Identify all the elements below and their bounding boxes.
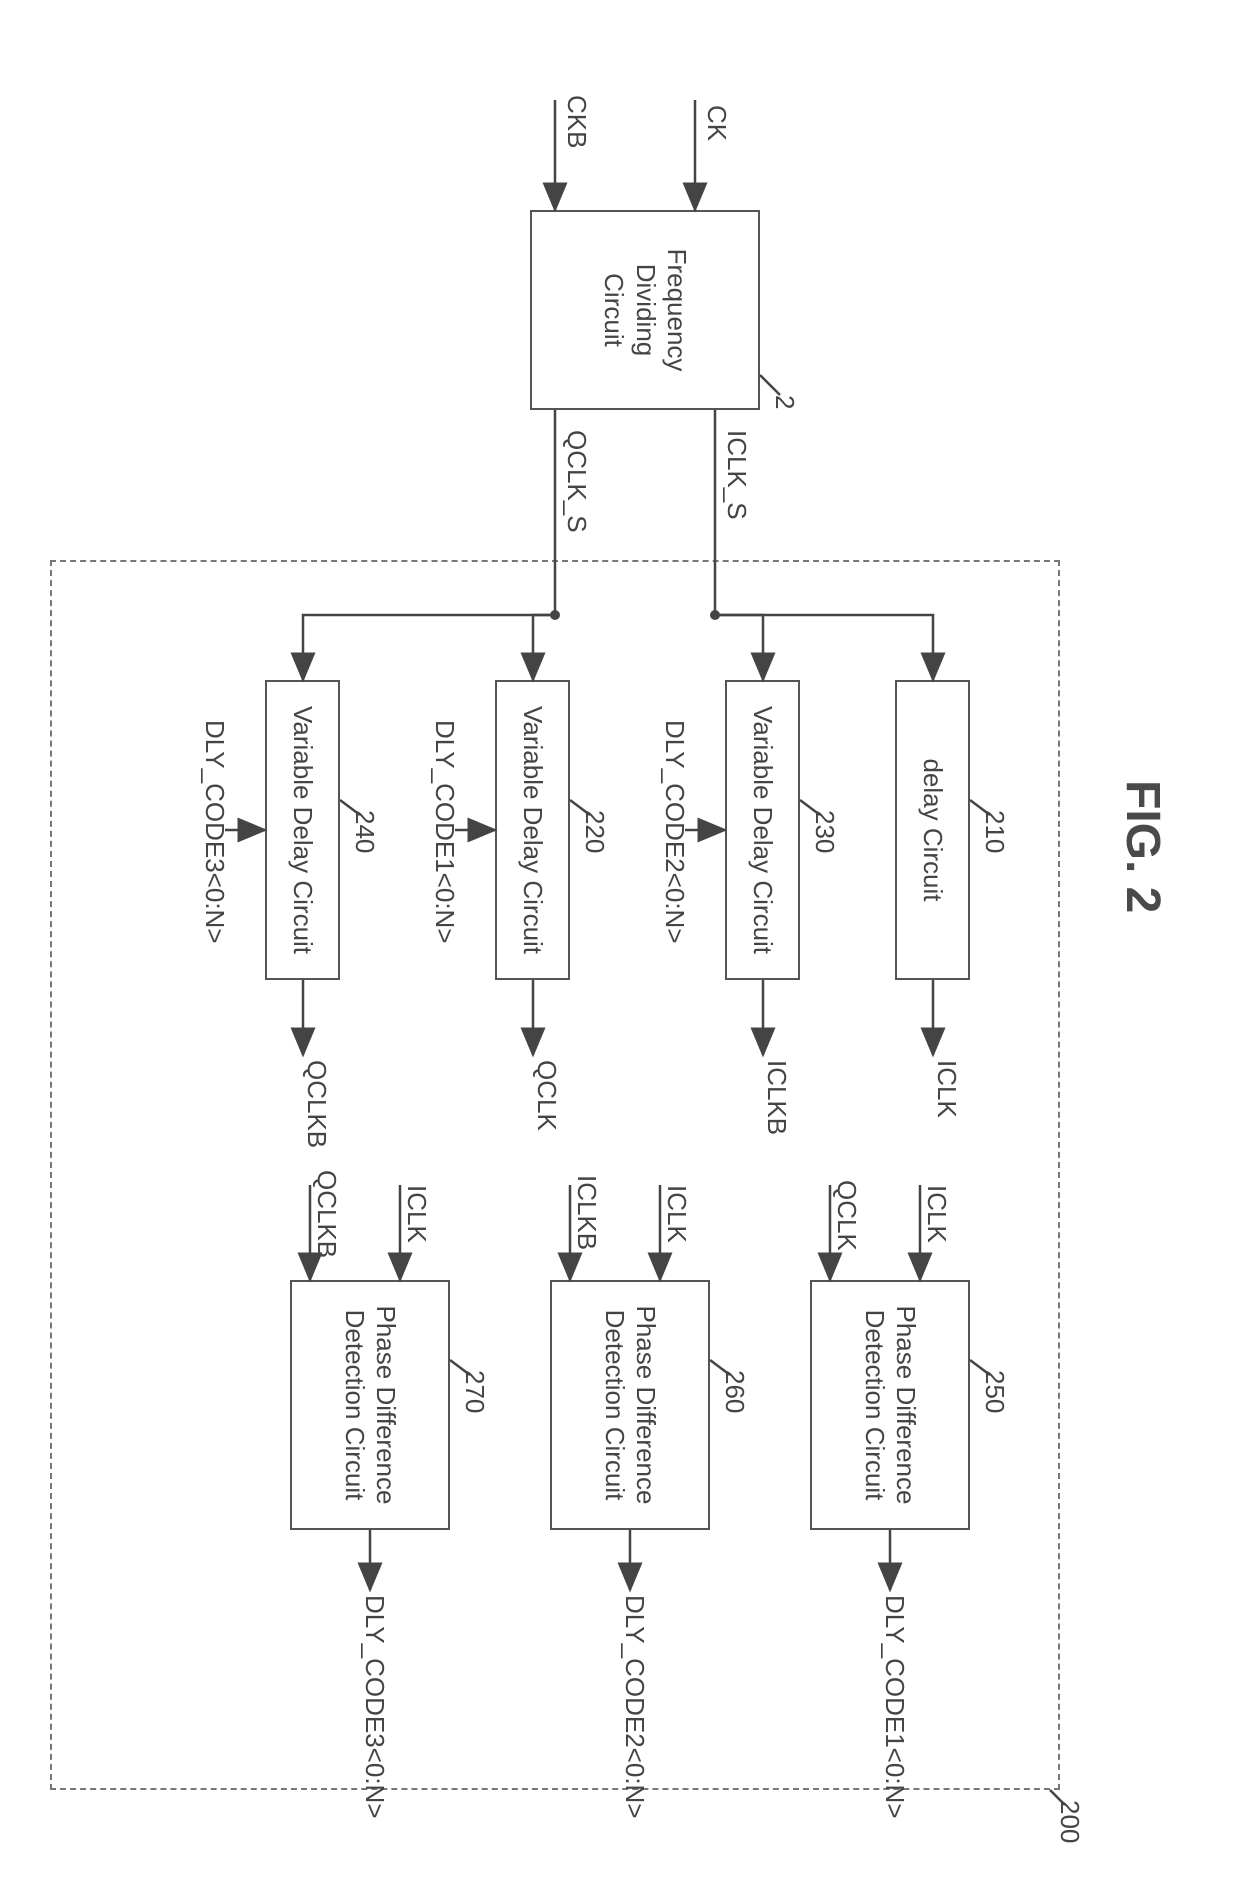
label-pdd2-in2: ICLKB	[571, 1175, 602, 1250]
ref-250: 250	[979, 1370, 1010, 1413]
label-pdd3-in1: ICLK	[401, 1185, 432, 1243]
block-vdc-230: Variable Delay Circuit	[725, 680, 800, 980]
ref-220: 220	[579, 810, 610, 853]
ref-240: 240	[349, 810, 380, 853]
label-qclk-out: QCLK	[531, 1060, 562, 1131]
diagram-canvas: FIG. 2 200 Frequency Dividing Circuit 2 …	[0, 0, 1240, 1887]
label-iclk-s: ICLK_S	[721, 430, 752, 520]
label-ckb: CKB	[561, 95, 592, 148]
label-iclkb-out: ICLKB	[761, 1060, 792, 1135]
label-pdd1-in2: QCLK	[831, 1180, 862, 1251]
block-pdd-260: Phase Difference Detection Circuit	[550, 1280, 710, 1530]
label-qclkb-out: QCLKB	[301, 1060, 332, 1148]
ref-210: 210	[979, 810, 1010, 853]
ref-270: 270	[459, 1370, 490, 1413]
ref-200: 200	[1054, 1800, 1085, 1843]
label-iclk-out: ICLK	[931, 1060, 962, 1118]
label-dly-code2-in: DLY_CODE2<0:N>	[659, 720, 690, 944]
block-pdd-250: Phase Difference Detection Circuit	[810, 1280, 970, 1530]
ref-230: 230	[809, 810, 840, 853]
label-qclk-s: QCLK_S	[561, 430, 592, 533]
label-dly-code3-out: DLY_CODE3<0:N>	[359, 1595, 390, 1819]
ref-freq-div: 2	[769, 395, 800, 409]
block-pdd-270: Phase Difference Detection Circuit	[290, 1280, 450, 1530]
block-freq-dividing: Frequency Dividing Circuit	[530, 210, 760, 410]
label-pdd3-in2: QCLKB	[311, 1170, 342, 1258]
label-pdd2-in1: ICLK	[661, 1185, 692, 1243]
label-dly-code3-in: DLY_CODE3<0:N>	[199, 720, 230, 944]
label-dly-code1-in: DLY_CODE1<0:N>	[429, 720, 460, 944]
label-ck: CK	[701, 105, 732, 141]
ref-260: 260	[719, 1370, 750, 1413]
figure-title: FIG. 2	[1115, 780, 1170, 913]
block-vdc-240: Variable Delay Circuit	[265, 680, 340, 980]
label-dly-code1-out: DLY_CODE1<0:N>	[879, 1595, 910, 1819]
block-vdc-220: Variable Delay Circuit	[495, 680, 570, 980]
block-delay-circuit: delay Circuit	[895, 680, 970, 980]
label-pdd1-in1: ICLK	[921, 1185, 952, 1243]
label-dly-code2-out: DLY_CODE2<0:N>	[619, 1595, 650, 1819]
